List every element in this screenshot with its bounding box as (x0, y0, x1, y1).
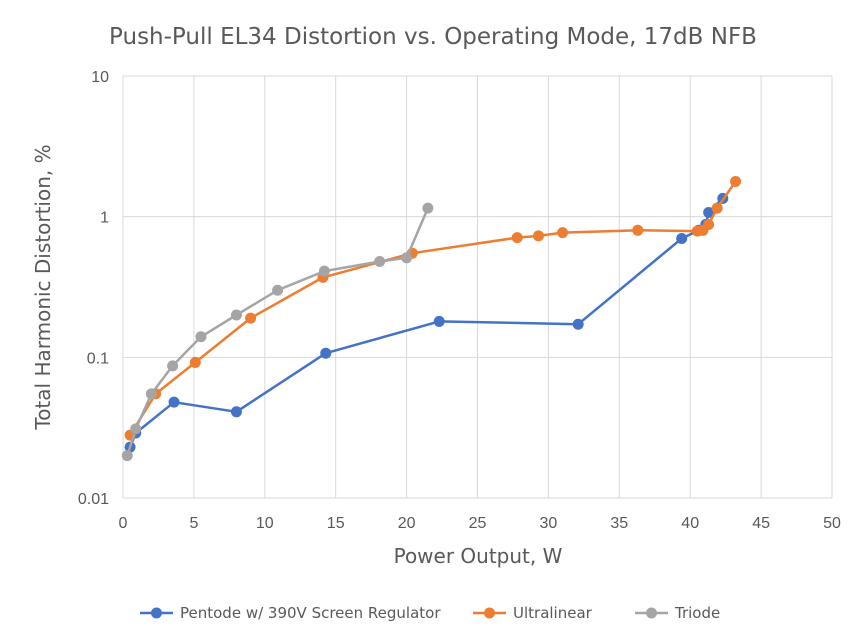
y-tick-label: 1 (100, 210, 109, 227)
data-point (730, 175, 742, 187)
data-point (230, 309, 242, 321)
x-tick-label: 0 (119, 515, 128, 532)
data-point (121, 450, 133, 462)
legend-item: Triode (635, 604, 720, 622)
data-point (572, 318, 584, 330)
data-point (130, 423, 142, 435)
data-point (532, 230, 544, 242)
series-3 (121, 202, 434, 462)
y-tick-label: 0.01 (78, 491, 109, 508)
data-point (320, 347, 332, 359)
x-axis-label: Power Output, W (394, 544, 563, 568)
series-layer (121, 175, 742, 462)
legend-label: Triode (674, 604, 720, 622)
data-point (272, 284, 284, 296)
data-point (168, 396, 180, 408)
legend-label: Pentode w/ 390V Screen Regulator (180, 604, 441, 622)
legend-marker (484, 607, 495, 619)
data-point (703, 207, 715, 219)
data-point (632, 224, 644, 236)
data-point (433, 315, 445, 327)
legend-label: Ultralinear (513, 604, 593, 622)
x-tick-label: 30 (540, 515, 558, 532)
x-tick-label: 40 (681, 515, 699, 532)
data-point (167, 360, 179, 372)
data-point (195, 331, 207, 343)
data-point (318, 265, 330, 277)
x-tick-label: 50 (823, 515, 841, 532)
series-line (128, 197, 724, 448)
y-tick-label: 0.1 (87, 350, 109, 367)
data-point (189, 356, 201, 368)
data-point (230, 406, 242, 418)
data-point (145, 388, 157, 400)
chart-title: Push-Pull EL34 Distortion vs. Operating … (109, 24, 757, 50)
tick-labels: 0 5 10 15 20 25 30 35 40 45 50 0.01 0.1 1 10 (78, 69, 841, 532)
data-point (422, 202, 434, 214)
x-tick-label: 35 (610, 515, 628, 532)
legend: Pentode w/ 390V Screen Regulator Ultralin… (140, 604, 720, 622)
data-point (676, 232, 688, 244)
legend-item: Pentode w/ 390V Screen Regulator (140, 604, 441, 622)
grid (122, 75, 833, 499)
x-tick-label: 45 (752, 515, 770, 532)
data-point (703, 218, 715, 230)
series-2 (124, 175, 742, 441)
series-line (126, 207, 430, 457)
x-tick-label: 5 (189, 515, 198, 532)
data-point (711, 202, 723, 214)
data-point (245, 312, 257, 324)
data-point (511, 232, 523, 244)
x-tick-label: 20 (398, 515, 416, 532)
x-tick-label: 25 (469, 515, 487, 532)
data-point (557, 227, 569, 239)
legend-marker (151, 607, 162, 619)
legend-item: Ultralinear (473, 604, 593, 622)
y-axis-label: Total Harmonic Distortion, % (31, 144, 55, 430)
data-point (401, 252, 413, 264)
data-point (374, 256, 386, 268)
x-tick-label: 10 (256, 515, 274, 532)
legend-marker (646, 607, 657, 619)
y-tick-label: 10 (91, 69, 109, 86)
x-tick-label: 15 (327, 515, 345, 532)
series-line (129, 180, 737, 436)
